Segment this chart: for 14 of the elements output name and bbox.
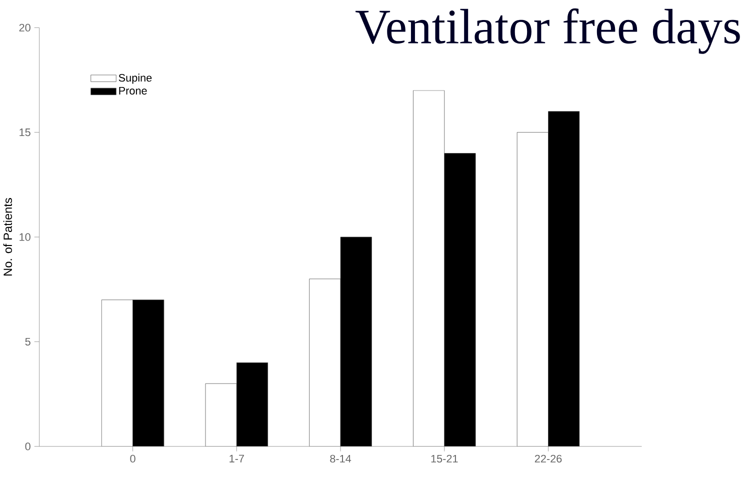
x-tick-label: 0	[130, 454, 136, 463]
x-tick-label: 1-7	[230, 454, 244, 462]
y-axis-title: No. of Patients	[3, 198, 12, 276]
x-tick-label: 22-26	[534, 454, 562, 463]
legend-label: Supine	[118, 74, 152, 84]
x-tick-label: 8-14	[330, 454, 352, 463]
legend-label: Prone	[119, 87, 147, 95]
x-tick-label: 15-21	[431, 454, 458, 463]
y-tick-label: 10	[20, 233, 30, 241]
y-tick-label: 5	[25, 338, 30, 346]
chart-title: Ventilator free days	[356, 8, 740, 54]
y-tick-label: 0	[25, 442, 30, 450]
y-tick-label: 20	[19, 24, 30, 32]
y-tick-label: 15	[20, 128, 30, 136]
